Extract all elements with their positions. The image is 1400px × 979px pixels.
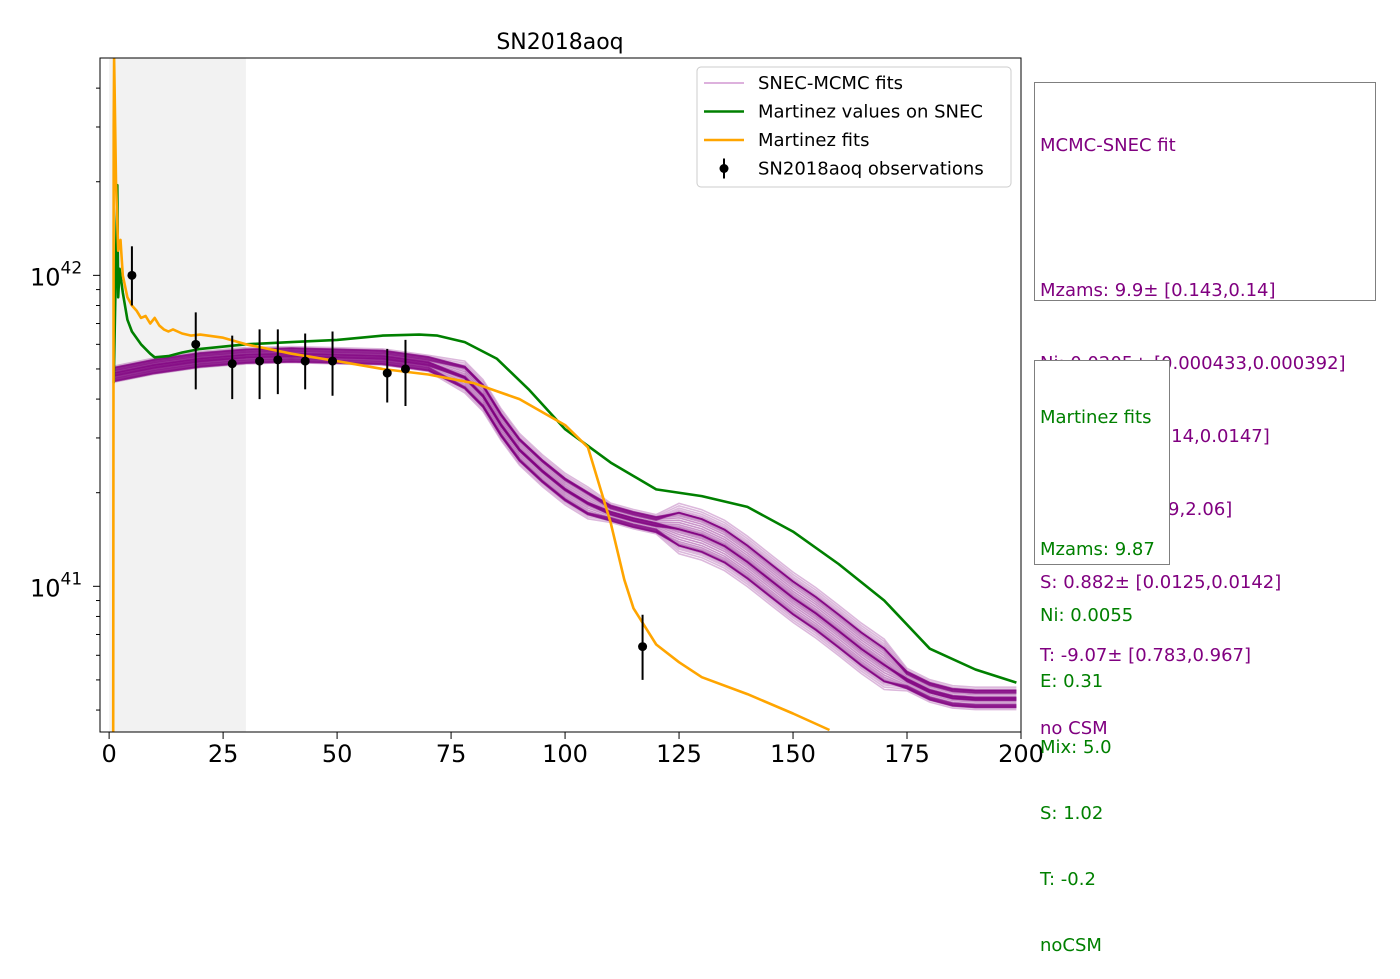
- legend-label: Martinez fits: [758, 130, 869, 151]
- mcmc-fit-line: [113, 357, 1017, 706]
- mcmc-info-line: T: -9.07± [0.783,0.967]: [1040, 644, 1252, 666]
- mcmc-fit-line: [113, 352, 1017, 699]
- mcmc-fit-line: [113, 347, 1017, 690]
- mcmc-fit-line: [113, 357, 1017, 706]
- x-tick-label: 25: [208, 740, 239, 768]
- mcmc-fit-line: [113, 358, 1017, 708]
- light-curve-chart: SN2018aoq 0 25 50 75 100 125 150 175 200 1041 1042…: [30, 30, 1044, 768]
- plot-area: [111, 58, 1017, 732]
- legend-label: SN2018aoq observations: [758, 159, 984, 180]
- mcmc-fit-line: [113, 347, 1017, 692]
- mcmc-fit-line: [113, 349, 1017, 694]
- observation-point: [127, 270, 137, 280]
- plot-frame: [99, 57, 1022, 733]
- mcmc-fit-line: [113, 350, 1017, 694]
- mcmc-fit-line: [113, 359, 1017, 708]
- martinez-fit-info-box: Martinez fits Mzams: 9.87 Ni: 0.0055 E: …: [1034, 360, 1170, 956]
- observation-point: [638, 642, 648, 652]
- mcmc-fit-line: [113, 356, 1017, 703]
- mcmc-fit-line: [113, 355, 1017, 701]
- mcmc-fit-line: [113, 353, 1017, 700]
- mcmc-fit-line: [113, 355, 1017, 701]
- mcmc-fit-line: [113, 350, 1017, 694]
- observation-point: [328, 356, 338, 366]
- chart-title: SN2018aoq: [496, 30, 623, 55]
- mcmc-fit-line: [113, 348, 1017, 693]
- mcmc-fit-line: [113, 347, 1017, 692]
- observation-point: [191, 339, 201, 349]
- mcmc-fit-line: [113, 352, 1017, 699]
- mcmc-info-line: MCMC-SNEC fit: [1040, 134, 1176, 156]
- mcmc-info-line: [1040, 206, 1370, 230]
- legend: SNEC-MCMC fits Martinez values on SNEC Mar…: [696, 66, 1012, 188]
- x-tick-label: 50: [322, 740, 353, 768]
- martinez-info-line: Mix: 5.0: [1040, 737, 1112, 758]
- martinez-info-line: T: -0.2: [1040, 869, 1096, 890]
- x-tick-label: 150: [770, 740, 816, 768]
- martinez-info-line: Mzams: 9.87: [1040, 539, 1155, 560]
- mcmc-fit-info-box: MCMC-SNEC fit Mzams: 9.9± [0.143,0.14] N…: [1034, 82, 1376, 739]
- observation-point: [273, 355, 283, 365]
- mcmc-fit-line: [113, 347, 1017, 692]
- fit-lines-layer: [111, 58, 1017, 732]
- mcmc-fit-line: [113, 349, 1017, 693]
- observation-point: [255, 356, 265, 366]
- mcmc-fit-line: [113, 345, 1017, 688]
- y-tick-label: 1041: [30, 569, 82, 602]
- observation-point: [227, 359, 237, 369]
- legend-label: SNEC-MCMC fits: [758, 73, 903, 94]
- shaded-region: [109, 58, 246, 732]
- mcmc-fit-line: [113, 359, 1017, 707]
- x-tick-label: 175: [884, 740, 930, 768]
- plot-background: [109, 58, 246, 732]
- observation-point: [382, 368, 392, 378]
- legend-label: Martinez values on SNEC: [758, 102, 983, 123]
- mcmc-fit-line: [113, 358, 1017, 707]
- mcmc-fit-line: [113, 354, 1017, 699]
- mcmc-info-line: no CSM: [1040, 717, 1108, 739]
- mcmc-info-line: Mzams: 9.9± [0.143,0.14]: [1040, 280, 1276, 302]
- mcmc-fit-line: [113, 352, 1017, 699]
- martinez-info-line: noCSM: [1040, 935, 1102, 956]
- martinez-info-line: Ni: 0.0055: [1040, 605, 1134, 626]
- mcmc-fit-line: [113, 348, 1017, 693]
- mcmc-fit-line: [113, 354, 1017, 701]
- mcmc-fit-line: [113, 358, 1017, 705]
- x-tick-label: 125: [656, 740, 702, 768]
- x-tick-label: 100: [542, 740, 588, 768]
- mcmc-info-line: S: 0.882± [0.0125,0.0142]: [1040, 571, 1282, 593]
- legend-frame: [696, 66, 1012, 188]
- observation-point: [300, 356, 310, 366]
- martinez-info-line: [1040, 473, 1164, 495]
- mcmc-fits-layer: [113, 345, 1017, 711]
- mcmc-fit-line: [113, 355, 1017, 701]
- mcmc-fit-line: [113, 360, 1017, 708]
- axes-layer: 0 25 50 75 100 125 150 175 200 1041 1042: [30, 87, 1044, 768]
- observations-layer: [127, 246, 648, 680]
- martinez-info-line: E: 0.31: [1040, 671, 1104, 692]
- martinez-snec-line: [112, 183, 1017, 684]
- y-tick-label: 1042: [30, 258, 82, 291]
- x-tick-label: 200: [998, 740, 1044, 768]
- mcmc-fit-line: [113, 357, 1017, 706]
- mcmc-fit-line: [113, 351, 1017, 696]
- mcmc-fit-line: [113, 349, 1017, 694]
- mcmc-fit-line: [113, 352, 1017, 698]
- martinez-info-line: S: 1.02: [1040, 803, 1104, 824]
- martinez-fits-line: [111, 58, 831, 732]
- mcmc-fit-line: [113, 352, 1017, 699]
- observation-point: [400, 364, 410, 374]
- mcmc-fit-line: [113, 354, 1017, 702]
- mcmc-fit-line: [113, 348, 1017, 692]
- mcmc-fit-line: [113, 356, 1017, 702]
- mcmc-fit-line: [113, 353, 1017, 700]
- legend-marker-swatch: [719, 164, 729, 173]
- martinez-info-line: Martinez fits: [1040, 407, 1152, 428]
- x-tick-label: 75: [436, 740, 467, 768]
- mcmc-fit-line: [113, 350, 1017, 694]
- mcmc-fit-line: [113, 347, 1017, 691]
- mcmc-fit-line: [113, 357, 1017, 706]
- x-tick-label: 0: [101, 740, 116, 768]
